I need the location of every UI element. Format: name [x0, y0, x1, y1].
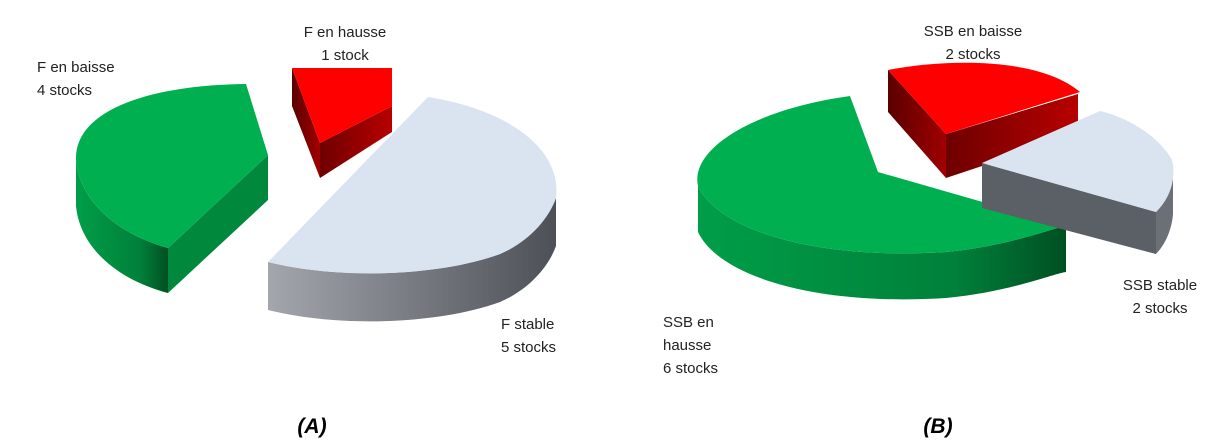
- pie-slice-f-stable: [268, 97, 557, 322]
- label-ssb-en-hausse-count: 6 stocks: [663, 360, 718, 377]
- label-f-stable-name: F stable: [501, 316, 554, 333]
- label-f-en-hausse-name: F en hausse: [304, 24, 387, 41]
- pie-chart-a: F en hausse 1 stock F en baisse 4 stocks…: [37, 24, 557, 438]
- caption-b: (B): [923, 415, 952, 438]
- label-f-stable-count: 5 stocks: [501, 339, 556, 356]
- label-ssb-en-baisse-name: SSB en baisse: [924, 23, 1022, 40]
- label-ssb-stable-count: 2 stocks: [1132, 300, 1187, 317]
- label-f-en-baisse-count: 4 stocks: [37, 82, 92, 99]
- label-ssb-en-hausse-name-1: SSB en: [663, 314, 714, 331]
- pie-slice-ssb-stable: [982, 111, 1174, 254]
- pie-chart-b: SSB en baisse 2 stocks SSB stable 2 stoc…: [663, 23, 1197, 438]
- pie-slice-ssb-en-hausse: [697, 96, 1066, 300]
- label-f-en-hausse-count: 1 stock: [321, 47, 369, 64]
- label-ssb-en-baisse-count: 2 stocks: [945, 46, 1000, 63]
- label-f-en-baisse-name: F en baisse: [37, 59, 115, 76]
- pie-slice-f-en-hausse: [292, 68, 392, 178]
- pie-slice-ssb-en-baisse: [888, 62, 1080, 178]
- caption-a: (A): [297, 415, 326, 438]
- pie-slice-f-en-baisse: [75, 84, 268, 293]
- label-ssb-en-hausse-name-2: hausse: [663, 337, 711, 354]
- label-ssb-stable-name: SSB stable: [1123, 277, 1197, 294]
